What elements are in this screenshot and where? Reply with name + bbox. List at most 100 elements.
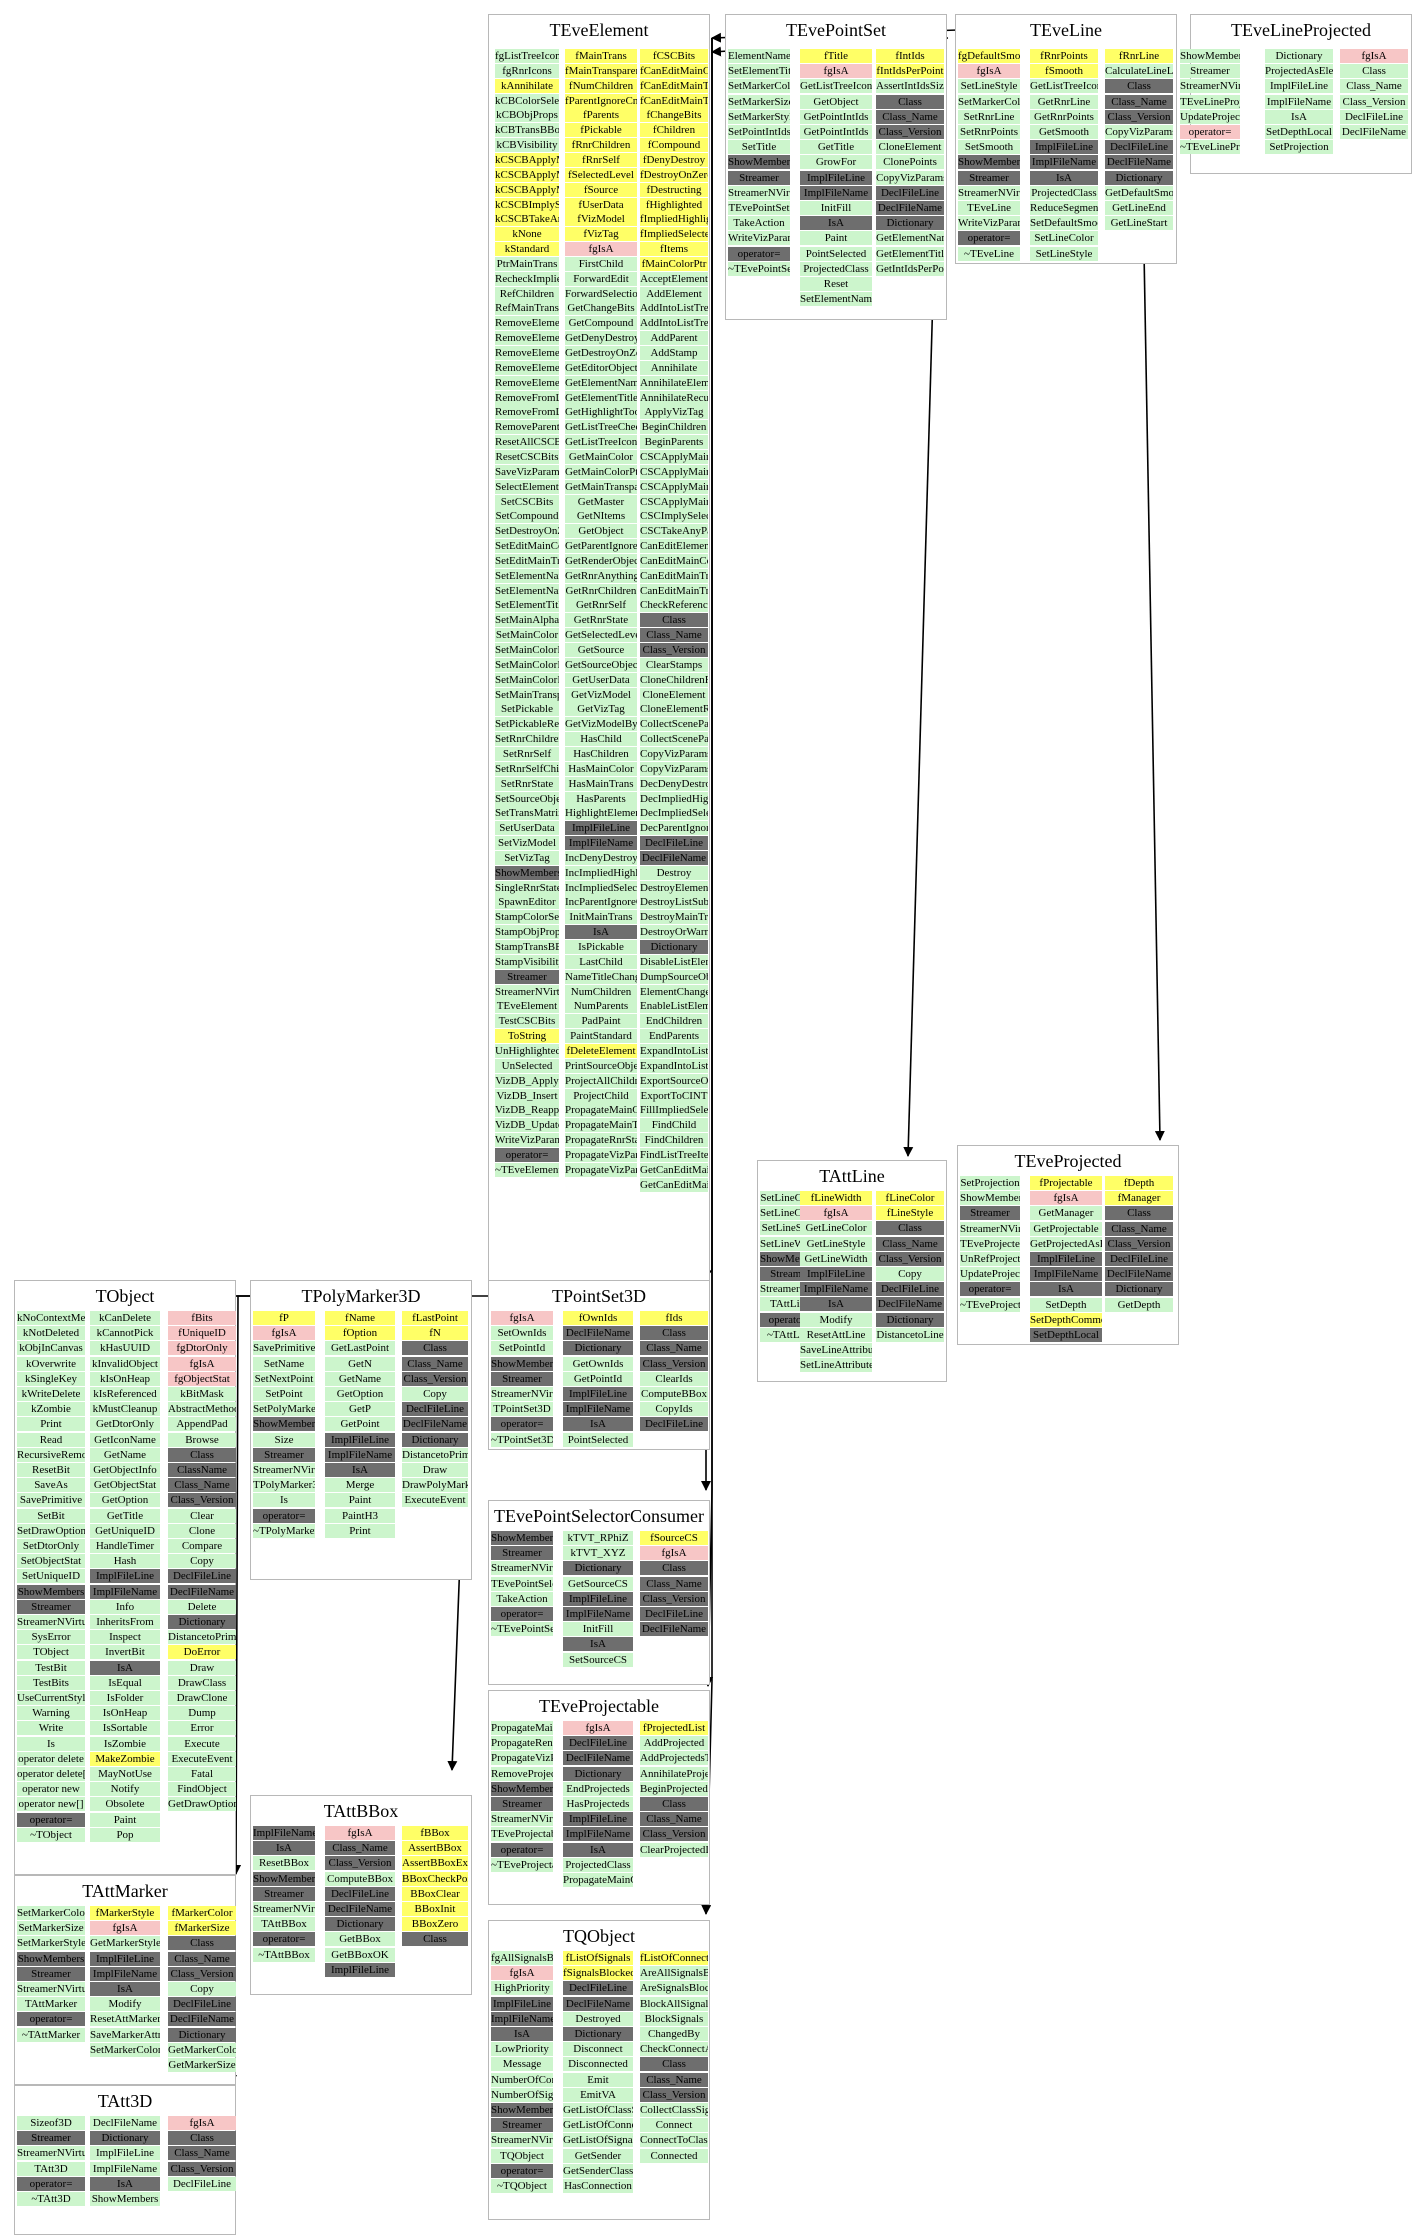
member-cell: StreamerNVirtual <box>17 1615 85 1629</box>
member-cell: SysError <box>17 1630 85 1645</box>
member-cell: StreamerNVirtual <box>17 1982 85 1996</box>
member-cell: PaintH3 <box>325 1508 395 1523</box>
member-cell: FindListTreeItem <box>640 1147 708 1162</box>
member-cell: Class <box>1105 79 1173 94</box>
member-cell: IsA <box>1030 1282 1102 1297</box>
member-cell: Class_Version <box>640 2087 708 2102</box>
member-cell: DecImpliedHighlighted <box>640 791 708 806</box>
member-cell: Connect <box>640 2118 708 2133</box>
member-cell: SetDestroyOnZeroRefCnt <box>495 524 559 539</box>
member-cell: fNumChildren <box>565 78 637 93</box>
member-cell: fVizModel <box>565 212 637 227</box>
member-cell: WriteVizParams <box>958 216 1020 231</box>
member-cell: FillImpliedSelectedSet <box>640 1103 708 1118</box>
member-cell: SetDepthLocal <box>1030 1328 1102 1342</box>
member-cell: SetOwnIds <box>491 1326 553 1341</box>
member-cell: GetLineEnd <box>1105 201 1173 215</box>
member-cell: NumChildren <box>565 984 637 999</box>
member-cell: GetListTreeCheckBoxIcon <box>565 420 637 435</box>
member-cell: fSmooth <box>1030 64 1098 79</box>
member-cell: GetProjectable <box>1030 1221 1102 1236</box>
member-cell: CanEditMainTrans <box>640 568 708 583</box>
member-cell: UnSelected <box>495 1058 559 1073</box>
member-cell: ProjectAllChildren <box>565 1073 637 1088</box>
member-cell: DeclFileName <box>1105 155 1173 170</box>
member-cell: IsA <box>563 1637 633 1652</box>
member-cell: Class <box>402 1341 468 1356</box>
member-cell: ImplFileName <box>90 1584 160 1599</box>
class-title: TAttLine <box>819 1166 885 1186</box>
member-cell: GetUniqueID <box>90 1523 160 1538</box>
member-cell: Class_Version <box>640 643 708 657</box>
member-cell: TEveElement <box>495 999 559 1014</box>
member-cell: fMainTransparency <box>565 63 637 78</box>
member-cell: Destroyed <box>563 2011 633 2026</box>
member-cell: operator= <box>495 1147 559 1162</box>
member-cell: Class_Name <box>640 1576 708 1591</box>
member-cell: CollectClassSignalLists <box>640 2103 708 2117</box>
class-title: TEveLineProjected <box>1231 20 1371 40</box>
member-cell: RemoveElements <box>495 346 559 360</box>
member-cell: SetUniqueID <box>17 1569 85 1584</box>
member-cell: GetTitle <box>800 140 872 155</box>
member-cell: ImplFileLine <box>325 1962 395 1977</box>
member-cell: CSCApplyMainTransparencyToAllChildren <box>640 479 708 494</box>
member-cell: fSelectedLevel <box>565 167 637 182</box>
member-cell: VizDB_Insert <box>495 1088 559 1103</box>
member-cell: ElementNameTitle <box>728 49 790 63</box>
member-cell: Class_Name <box>640 2072 708 2087</box>
member-cell: RemoveElementsInt <box>495 360 559 375</box>
member-cell: CollectSceneParents <box>640 717 708 732</box>
member-cell: IsEqual <box>90 1675 160 1690</box>
member-cell: StreamerNVirtual <box>253 1902 315 1916</box>
member-cell: ImplFileName <box>325 1447 395 1462</box>
member-cell: Hash <box>90 1554 160 1569</box>
member-cell: GetCompound <box>565 316 637 331</box>
member-cell: InitFill <box>563 1622 633 1637</box>
member-cell: Streamer <box>253 1886 315 1901</box>
member-cell: PropagateRenderState <box>491 1736 553 1751</box>
member-cell: fDeleteElement <box>565 1043 637 1058</box>
member-cell: GetRnrLine <box>1030 94 1098 109</box>
member-cell: fRnrChildren <box>565 138 637 153</box>
member-cell: Dictionary <box>876 1312 944 1327</box>
member-cell: fSource <box>565 182 637 197</box>
member-cell: DeclFileName <box>90 2116 160 2130</box>
member-cell: Class_Name <box>325 1841 395 1856</box>
member-cell: TAtt3D <box>17 2161 85 2176</box>
member-cell: fgIsA <box>958 64 1020 79</box>
member-cell: ~TPolyMarker3D <box>253 1523 315 1538</box>
member-cell: kTVT_XYZ <box>563 1546 633 1561</box>
member-cell: SetVizTag <box>495 850 559 865</box>
member-cell: ImplFileName <box>1030 155 1098 170</box>
member-cell: Streamer <box>491 1371 553 1386</box>
member-cell: Streamer <box>17 2131 85 2146</box>
member-cell: operator new <box>17 1782 85 1797</box>
member-cell: ResetBit <box>17 1463 85 1477</box>
member-cell: GetDrawOption <box>168 1797 236 1812</box>
member-cell: BBoxClear <box>402 1886 468 1901</box>
member-cell: SetDtorOnly <box>17 1539 85 1553</box>
member-cell: InitFill <box>800 201 872 215</box>
member-cell: Streamer <box>960 1206 1020 1221</box>
member-cell: SetEditMainColor <box>495 539 559 554</box>
member-cell: SetRnrSelfChildren <box>495 761 559 776</box>
member-cell: InitMainTrans <box>565 910 637 925</box>
member-cell: NameTitleChanged <box>565 969 637 984</box>
member-cell: DeclFileName <box>1340 125 1408 139</box>
member-cell: GrowFor <box>800 155 872 170</box>
member-cell: SetLineAttributes <box>800 1358 872 1373</box>
member-cell: Class <box>1340 64 1408 79</box>
member-cell: AssertIntIdsSize <box>876 79 944 94</box>
member-cell: Class_Name <box>168 2146 236 2161</box>
member-cell: CloneElementRecurse <box>640 702 708 717</box>
member-cell: PaintStandard <box>565 1029 637 1044</box>
member-cell: ToString <box>495 1029 559 1044</box>
member-cell: GetObjectStat <box>90 1478 160 1493</box>
member-cell: RemoveElement <box>495 316 559 331</box>
member-cell: DeclFileLine <box>563 1736 633 1751</box>
member-cell: fOption <box>325 1326 395 1341</box>
member-cell: BeginProjecteds <box>640 1781 708 1796</box>
class-title: TEveProjected <box>1014 1151 1122 1171</box>
member-cell: IsA <box>90 2176 160 2191</box>
